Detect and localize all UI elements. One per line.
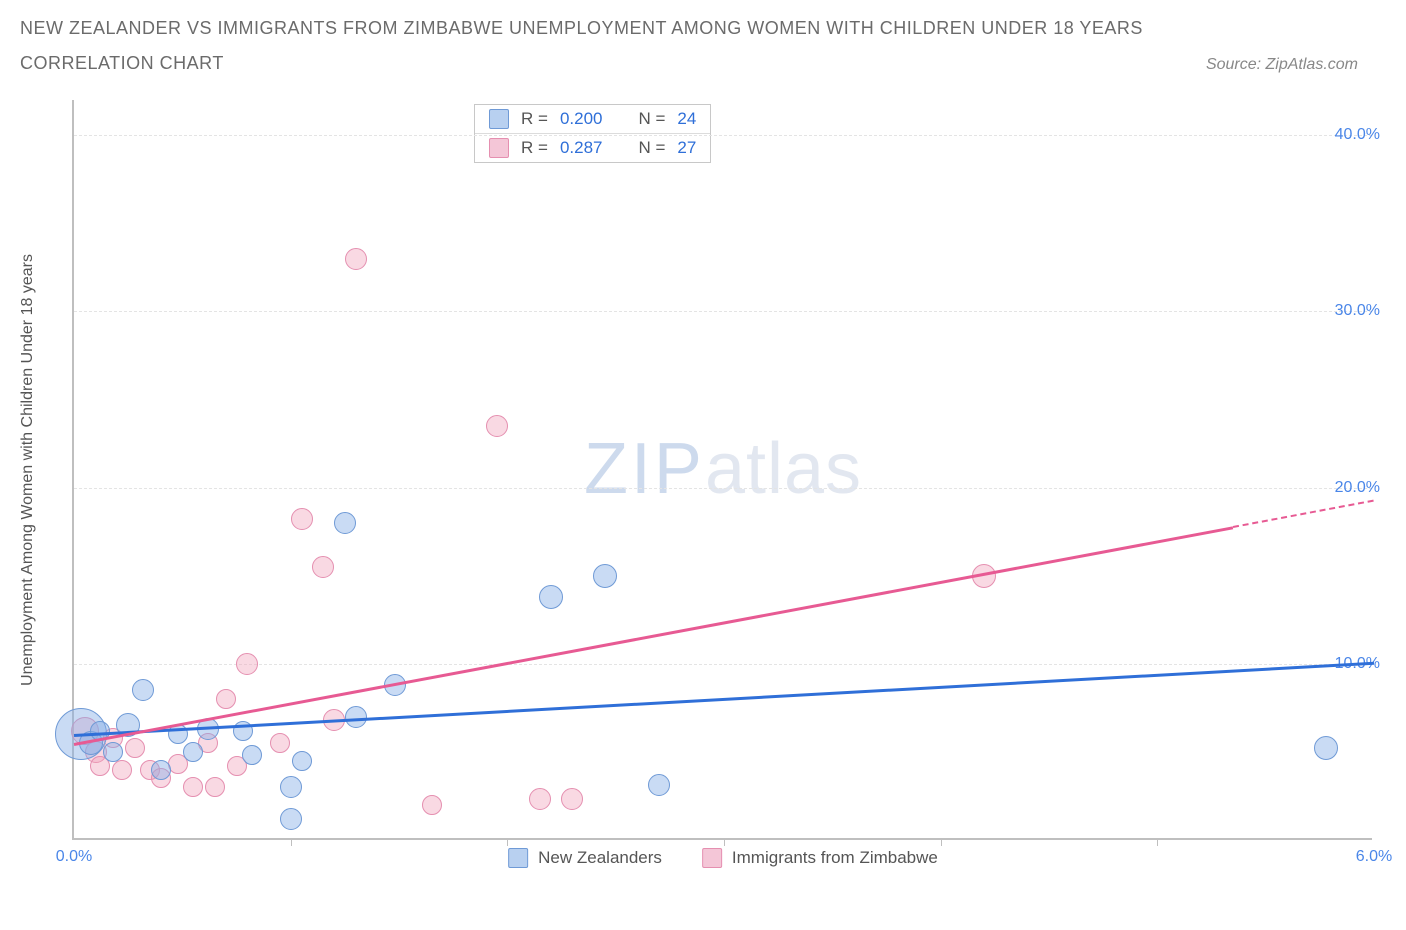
- trend-line: [74, 662, 1374, 737]
- correlation-legend: R = 0.200 N = 24 R = 0.287 N = 27: [474, 104, 711, 163]
- series-legend: New Zealanders Immigrants from Zimbabwe: [508, 848, 938, 868]
- data-point: [593, 564, 617, 588]
- x-tick-label-left: 0.0%: [56, 848, 92, 866]
- source-label: Source: ZipAtlas.com: [1206, 56, 1386, 74]
- swatch-blue-icon: [508, 848, 528, 868]
- plot-region: ZIPatlas R = 0.200 N = 24 R = 0.287 N = …: [72, 100, 1372, 840]
- y-axis-label: Unemployment Among Women with Children U…: [19, 254, 37, 686]
- grid-line: [74, 311, 1372, 312]
- grid-line: [74, 488, 1372, 489]
- data-point: [529, 788, 551, 810]
- data-point: [648, 774, 670, 796]
- data-point: [236, 653, 258, 675]
- data-point: [270, 733, 290, 753]
- legend-item-blue: New Zealanders: [508, 848, 662, 868]
- x-tick-mark: [1157, 838, 1158, 846]
- chart-subtitle: CORRELATION CHART: [20, 53, 224, 74]
- x-tick-mark: [291, 838, 292, 846]
- data-point: [539, 585, 563, 609]
- grid-line: [74, 135, 1372, 136]
- data-point: [486, 415, 508, 437]
- data-point: [334, 512, 356, 534]
- data-point: [216, 689, 236, 709]
- swatch-pink-icon: [702, 848, 722, 868]
- x-tick-label-right: 6.0%: [1356, 848, 1392, 866]
- y-tick-label: 30.0%: [1335, 302, 1380, 320]
- data-point: [422, 795, 442, 815]
- data-point: [132, 679, 154, 701]
- data-point: [345, 248, 367, 270]
- swatch-blue-icon: [489, 109, 509, 129]
- x-tick-mark: [507, 838, 508, 846]
- chart-title: NEW ZEALANDER VS IMMIGRANTS FROM ZIMBABW…: [20, 18, 1386, 39]
- x-tick-mark: [724, 838, 725, 846]
- data-point: [112, 760, 132, 780]
- data-point: [151, 760, 171, 780]
- legend-row-pink: R = 0.287 N = 27: [475, 134, 710, 162]
- legend-item-pink: Immigrants from Zimbabwe: [702, 848, 938, 868]
- chart-header: NEW ZEALANDER VS IMMIGRANTS FROM ZIMBABW…: [0, 0, 1406, 82]
- swatch-pink-icon: [489, 138, 509, 158]
- y-tick-label: 20.0%: [1335, 479, 1380, 497]
- data-point: [561, 788, 583, 810]
- data-point: [125, 738, 145, 758]
- data-point: [205, 777, 225, 797]
- data-point: [345, 706, 367, 728]
- grid-line: [74, 664, 1372, 665]
- data-point: [280, 808, 302, 830]
- data-point: [242, 745, 262, 765]
- chart-area: Unemployment Among Women with Children U…: [20, 100, 1386, 900]
- data-point: [183, 742, 203, 762]
- y-tick-label: 40.0%: [1335, 126, 1380, 144]
- data-point: [291, 508, 313, 530]
- x-tick-mark: [941, 838, 942, 846]
- trend-line: [1233, 500, 1374, 528]
- trend-line: [74, 526, 1234, 746]
- watermark: ZIPatlas: [584, 428, 862, 510]
- data-point: [292, 751, 312, 771]
- data-point: [103, 742, 123, 762]
- data-point: [312, 556, 334, 578]
- data-point: [183, 777, 203, 797]
- legend-row-blue: R = 0.200 N = 24: [475, 105, 710, 133]
- data-point: [1314, 736, 1338, 760]
- data-point: [280, 776, 302, 798]
